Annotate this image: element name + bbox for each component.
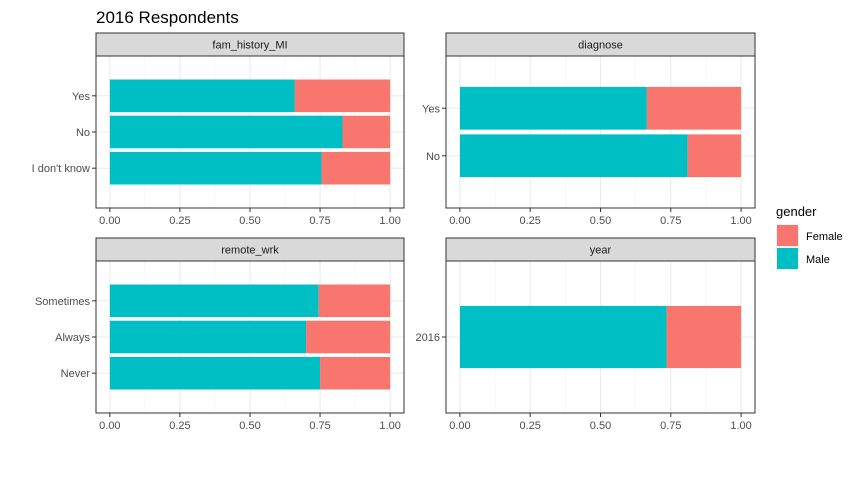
bar-female-remote_wrk-1	[306, 320, 391, 354]
y-tick-label: Always	[55, 332, 90, 344]
bar-female-remote_wrk-2	[320, 356, 391, 390]
x-tick-label: 1.00	[379, 420, 400, 432]
legend: gender Female Male	[776, 204, 843, 270]
x-tick-label: 0.00	[449, 215, 470, 227]
y-tick-label: No	[426, 151, 440, 163]
y-tick-label: 2016	[416, 332, 440, 344]
x-tick-label: 0.50	[590, 215, 611, 227]
x-tick-label: 1.00	[379, 215, 400, 227]
x-tick-label: 0.25	[169, 215, 190, 227]
x-tick-label: 0.00	[449, 420, 470, 432]
bar-female-fam_history_MI-0	[294, 79, 391, 113]
x-tick-label: 0.50	[590, 420, 611, 432]
bar-male-remote_wrk-0	[109, 284, 319, 318]
bar-male-fam_history_MI-2	[109, 151, 322, 185]
y-tick-label: No	[76, 127, 90, 139]
x-tick-label: 0.75	[309, 420, 330, 432]
x-tick-label: 0.50	[239, 215, 260, 227]
legend-swatch-female	[777, 225, 798, 246]
x-tick-label: 0.00	[99, 420, 120, 432]
bar-female-fam_history_MI-2	[321, 151, 391, 185]
facet-strip-label: diagnose	[578, 40, 623, 52]
x-tick-label: 0.25	[169, 420, 190, 432]
bar-female-year-0	[666, 305, 742, 369]
bar-male-remote_wrk-1	[109, 320, 307, 354]
legend-label-female: Female	[806, 231, 843, 243]
bar-male-fam_history_MI-1	[109, 115, 343, 149]
x-tick-label: 0.50	[239, 420, 260, 432]
x-tick-label: 0.00	[99, 215, 120, 227]
bar-male-diagnose-1	[459, 134, 688, 178]
facet-panel-fam_history_MI: fam_history_MI Yes No I don't know 0.00 0.25 0…	[32, 32, 405, 227]
x-tick-label: 0.75	[660, 420, 681, 432]
bar-male-fam_history_MI-0	[109, 79, 295, 113]
x-tick-label: 0.75	[309, 215, 330, 227]
facet-panel-remote_wrk: remote_wrk Sometimes Always Never 0.00 0.25 0.…	[35, 237, 405, 432]
bar-female-diagnose-0	[646, 86, 742, 130]
bar-male-remote_wrk-2	[109, 356, 321, 390]
facet-strip-label: year	[590, 245, 612, 257]
bar-female-fam_history_MI-1	[342, 115, 391, 149]
y-tick-label: Yes	[422, 103, 440, 115]
facet-panel-year: year 2016 0.00 0.25 0.50 0.75 1.00	[416, 237, 756, 432]
legend-title: gender	[776, 204, 817, 219]
legend-label-male: Male	[806, 254, 830, 266]
facet-panels: fam_history_MI Yes No I don't know 0.00 0.25 0…	[32, 32, 756, 432]
bar-male-year-0	[459, 305, 667, 369]
bar-male-diagnose-0	[459, 86, 647, 130]
facet-strip-label: fam_history_MI	[212, 40, 287, 52]
x-tick-label: 0.25	[519, 215, 540, 227]
legend-swatch-male	[777, 248, 798, 269]
y-tick-label: Yes	[72, 91, 90, 103]
x-tick-label: 1.00	[730, 420, 751, 432]
x-tick-label: 0.75	[660, 215, 681, 227]
chart-title: 2016 Respondents	[96, 8, 239, 27]
bar-female-diagnose-1	[687, 134, 742, 178]
facet-panel-diagnose: diagnose Yes No 0.00 0.25 0.50 0.75 1.00	[422, 32, 756, 227]
y-tick-label: I don't know	[32, 163, 90, 175]
facet-strip-label: remote_wrk	[221, 245, 279, 257]
y-tick-label: Never	[61, 368, 91, 380]
bar-female-remote_wrk-0	[318, 284, 391, 318]
y-tick-label: Sometimes	[35, 296, 91, 308]
x-tick-label: 0.25	[519, 420, 540, 432]
x-tick-label: 1.00	[730, 215, 751, 227]
